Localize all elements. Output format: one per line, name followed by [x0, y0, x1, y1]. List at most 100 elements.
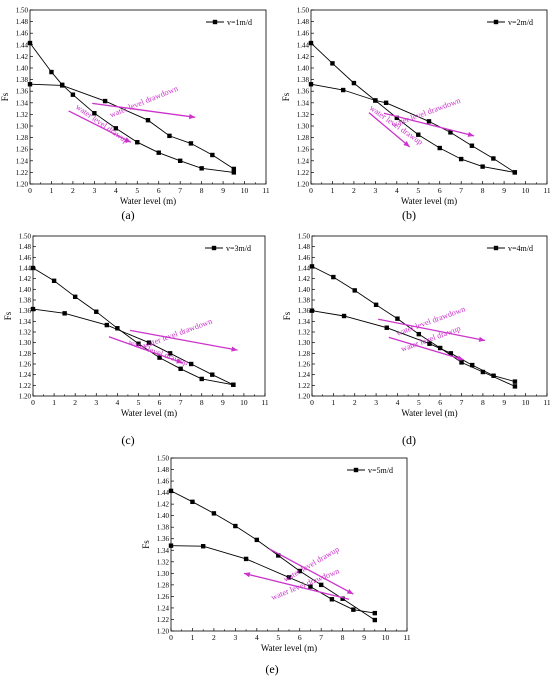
- data-point: [94, 309, 99, 314]
- data-point: [394, 115, 400, 121]
- y-tick-label: 1.24: [16, 157, 29, 165]
- x-tick-label: 11: [403, 633, 410, 642]
- y-tick-label: 1.46: [157, 478, 170, 486]
- y-tick-label: 1.48: [157, 466, 170, 474]
- x-tick-label: 8: [341, 633, 345, 642]
- y-tick-label: 1.46: [16, 30, 29, 38]
- y-tick-label: 1.34: [297, 99, 310, 107]
- y-tick-label: 1.48: [297, 18, 310, 26]
- x-axis-title: Water level (m): [121, 408, 177, 418]
- y-axis-title: Fs: [3, 311, 13, 320]
- y-tick-label: 1.42: [298, 275, 311, 283]
- y-tick-label: 1.24: [298, 371, 311, 379]
- annotation-arrow: [68, 110, 132, 143]
- y-tick-label: 1.34: [16, 99, 29, 107]
- y-tick-label: 1.22: [157, 616, 170, 624]
- data-point: [309, 308, 315, 313]
- data-point: [199, 166, 204, 171]
- data-point: [102, 98, 108, 104]
- y-tick-label: 1.42: [297, 53, 310, 61]
- y-tick-label: 1.48: [16, 18, 29, 26]
- data-point: [199, 376, 204, 382]
- data-point: [308, 584, 313, 589]
- x-tick-label: 4: [395, 186, 399, 195]
- series-line-1: [170, 490, 376, 621]
- data-point: [72, 294, 78, 299]
- chart-panel-4: 0 1 2 3 4 5 6 7 8 9 10 11 1.20 1.22 1.24 1.26 1.28 1.30 1.…: [282, 233, 550, 448]
- y-tick-label: 1.50: [19, 233, 32, 241]
- x-axis-title: Water level (m): [120, 196, 176, 206]
- y-tick-label: 1.50: [298, 233, 311, 241]
- chart-panel-5: 0 1 2 3 4 5 6 7 8 9 10 11 1.20 1.22 1.24 1.26 1.28 1.30 1.…: [141, 455, 411, 677]
- data-point: [59, 83, 65, 88]
- data-point: [331, 274, 336, 280]
- y-tick-label: 1.40: [298, 286, 311, 294]
- annotation-arrow: [243, 572, 350, 600]
- data-point: [145, 118, 151, 123]
- data-point: [458, 156, 464, 162]
- data-point: [373, 302, 379, 307]
- data-point: [480, 369, 486, 375]
- data-point: [308, 82, 314, 87]
- y-tick-label: 1.28: [19, 350, 32, 358]
- x-tick-label: 6: [438, 398, 442, 407]
- data-point: [70, 92, 76, 97]
- x-tick-label: 7: [179, 398, 183, 407]
- y-tick-label: 1.32: [19, 329, 32, 337]
- y-tick-label: 1.36: [157, 535, 170, 543]
- y-tick-label: 1.48: [298, 243, 311, 251]
- data-point: [104, 322, 110, 328]
- y-tick-label: 1.40: [157, 512, 170, 520]
- y-axis-title: Fs: [282, 311, 292, 320]
- data-point: [426, 119, 432, 124]
- y-tick-label: 1.26: [19, 361, 32, 369]
- y-tick-label: 1.34: [298, 318, 311, 326]
- x-tick-label: 4: [115, 398, 119, 407]
- legend-label: v=4m/d: [508, 244, 533, 253]
- data-point: [352, 288, 357, 293]
- data-point: [231, 382, 236, 387]
- y-tick-label: 1.26: [16, 146, 29, 154]
- legend-label: v=1m/d: [227, 18, 252, 27]
- annotation-arrowhead: [188, 113, 196, 120]
- series-line-2: [310, 83, 516, 173]
- x-tick-label: 7: [178, 186, 182, 195]
- y-tick-label: 1.20: [157, 628, 170, 636]
- data-point: [341, 313, 347, 319]
- annotation-arrow: [129, 329, 238, 351]
- data-point: [448, 130, 453, 135]
- y-tick-label: 1.38: [19, 297, 32, 305]
- data-point: [512, 379, 518, 384]
- data-point: [470, 362, 475, 368]
- data-point: [276, 553, 281, 558]
- x-tick-label: 2: [352, 186, 356, 195]
- x-tick-label: 2: [73, 398, 77, 407]
- y-tick-label: 1.50: [16, 7, 29, 15]
- data-point: [448, 351, 454, 356]
- panel-label: (e): [265, 662, 278, 676]
- annotation-arrowhead: [243, 572, 251, 578]
- data-point: [190, 499, 195, 505]
- data-point: [416, 331, 422, 337]
- x-tick-label: 9: [221, 398, 225, 407]
- y-tick-label: 1.32: [16, 111, 29, 119]
- annotation-arrowhead: [403, 141, 410, 147]
- legend-label: v=2m/d: [508, 18, 533, 27]
- data-point: [92, 111, 97, 116]
- y-tick-label: 1.44: [16, 41, 29, 49]
- x-tick-label: 11: [261, 398, 268, 407]
- chart-panel-2: 0 1 2 3 4 5 6 7 8 9 10 11 1.20 1.22 1.24 1.26 1.28 1.30 1.…: [281, 7, 550, 223]
- x-tick-label: 0: [169, 633, 173, 642]
- y-tick-label: 1.34: [157, 547, 170, 555]
- panel-label: (a): [121, 208, 134, 222]
- data-point: [167, 133, 172, 139]
- x-tick-label: 1: [52, 398, 56, 407]
- data-point: [427, 341, 432, 346]
- x-tick-label: 2: [212, 633, 216, 642]
- y-tick-label: 1.30: [157, 570, 170, 578]
- y-tick-label: 1.48: [19, 243, 32, 251]
- annotation-arrow: [378, 318, 486, 342]
- data-point: [188, 141, 194, 146]
- data-point: [459, 360, 464, 365]
